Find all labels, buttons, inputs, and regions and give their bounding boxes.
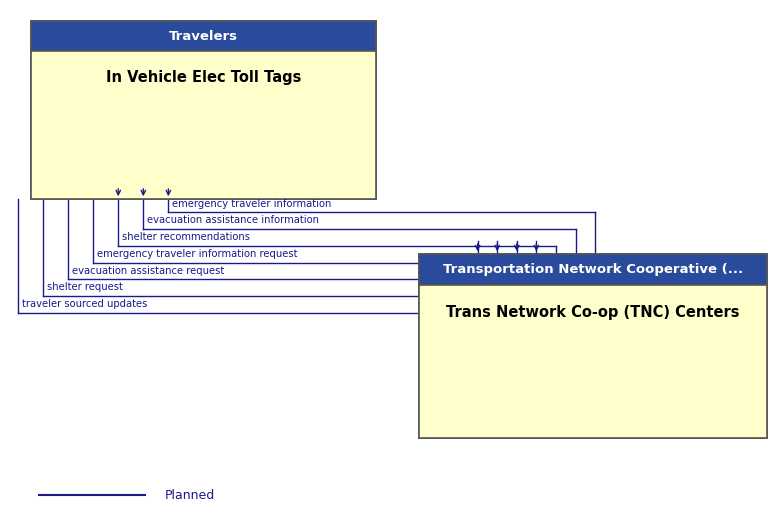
- Text: evacuation assistance request: evacuation assistance request: [72, 266, 224, 276]
- Bar: [419, 254, 767, 285]
- Text: Trans Network Co-op (TNC) Centers: Trans Network Co-op (TNC) Centers: [446, 304, 740, 320]
- Text: shelter recommendations: shelter recommendations: [122, 232, 250, 242]
- Text: Travelers: Travelers: [169, 30, 238, 42]
- Text: Planned: Planned: [164, 489, 215, 501]
- Text: Transportation Network Cooperative (...: Transportation Network Cooperative (...: [443, 263, 743, 276]
- Text: traveler sourced updates: traveler sourced updates: [22, 299, 147, 309]
- Bar: [31, 21, 376, 51]
- Bar: [31, 51, 376, 199]
- Bar: [419, 285, 767, 438]
- Text: In Vehicle Elec Toll Tags: In Vehicle Elec Toll Tags: [106, 70, 301, 85]
- Text: emergency traveler information request: emergency traveler information request: [97, 249, 298, 259]
- Bar: [31, 21, 376, 199]
- Text: evacuation assistance information: evacuation assistance information: [147, 215, 319, 225]
- Bar: [419, 254, 767, 438]
- Text: shelter request: shelter request: [47, 282, 123, 292]
- Text: emergency traveler information: emergency traveler information: [172, 199, 332, 209]
